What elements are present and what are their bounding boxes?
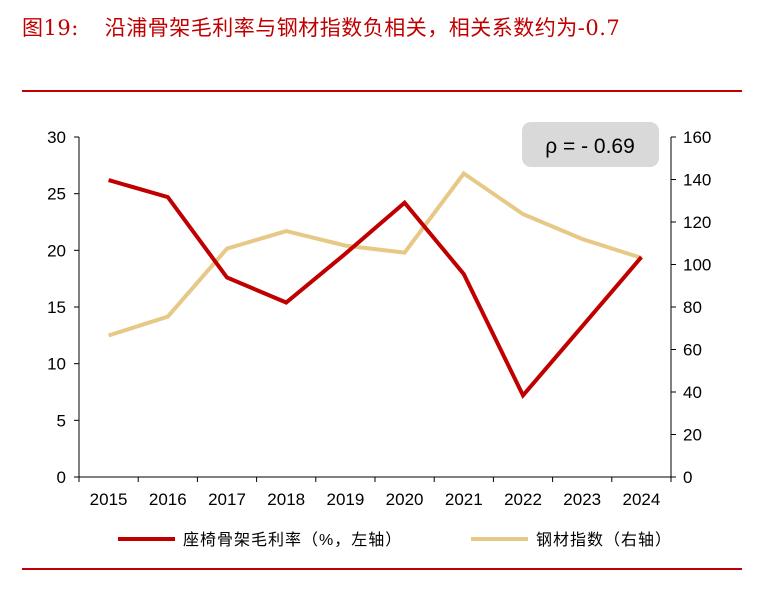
figure-title: 图19: 沿浦骨架毛利率与钢材指数负相关，相关系数约为-0.7 — [22, 12, 620, 42]
right-tick-label: 140 — [683, 171, 711, 190]
axes-group: 0 5 10 15 20 25 30 0 20 40 60 80 100 120 140 160 2015 201… — [47, 128, 711, 509]
correlation-annotation: ρ = - 0.69 — [522, 122, 659, 167]
right-tick-label: 40 — [683, 383, 702, 402]
x-tick-label: 2021 — [445, 490, 483, 509]
series-layer — [107, 170, 643, 400]
left-tick-label: 20 — [47, 241, 66, 260]
top-divider — [22, 90, 742, 92]
left-tick-label: 5 — [57, 411, 66, 430]
x-tick-label: 2024 — [622, 490, 660, 509]
x-tick-label: 2015 — [90, 490, 128, 509]
correlation-label: ρ = - 0.69 — [545, 135, 635, 158]
right-tick-label: 120 — [683, 213, 711, 232]
left-tick-label: 0 — [57, 468, 66, 487]
x-tick-label: 2017 — [208, 490, 246, 509]
left-tick-label: 10 — [47, 355, 66, 374]
left-tick-label: 15 — [47, 298, 66, 317]
right-tick-label: 20 — [683, 426, 702, 445]
legend-label-gross-margin: 座椅骨架毛利率（%，左轴） — [183, 531, 402, 549]
right-tick-label: 100 — [683, 256, 711, 275]
x-tick-label: 2016 — [149, 490, 187, 509]
left-tick-label: 30 — [47, 128, 66, 147]
left-tick-label: 25 — [47, 185, 66, 204]
x-tick-label: 2019 — [326, 490, 364, 509]
x-tick-label: 2020 — [386, 490, 424, 509]
figure-caption: 沿浦骨架毛利率与钢材指数负相关，相关系数约为-0.7 — [104, 16, 621, 40]
bottom-divider — [22, 568, 742, 570]
series-line-gross-margin — [108, 178, 643, 400]
x-tick-label: 2022 — [504, 490, 542, 509]
right-tick-label: 0 — [683, 468, 692, 487]
correlation-box — [522, 122, 659, 167]
legend-label-steel-index: 钢材指数（右轴） — [536, 531, 672, 549]
x-tick-label: 2018 — [267, 490, 305, 509]
x-tick-label: 2023 — [563, 490, 601, 509]
right-tick-label: 160 — [683, 128, 711, 147]
figure-number: 图19: — [22, 16, 79, 40]
right-tick-label: 80 — [683, 298, 702, 317]
legend: 座椅骨架毛利率（%，左轴） 钢材指数（右轴） — [118, 531, 672, 549]
series-line-steel-index — [107, 170, 643, 338]
right-tick-label: 60 — [683, 341, 702, 360]
